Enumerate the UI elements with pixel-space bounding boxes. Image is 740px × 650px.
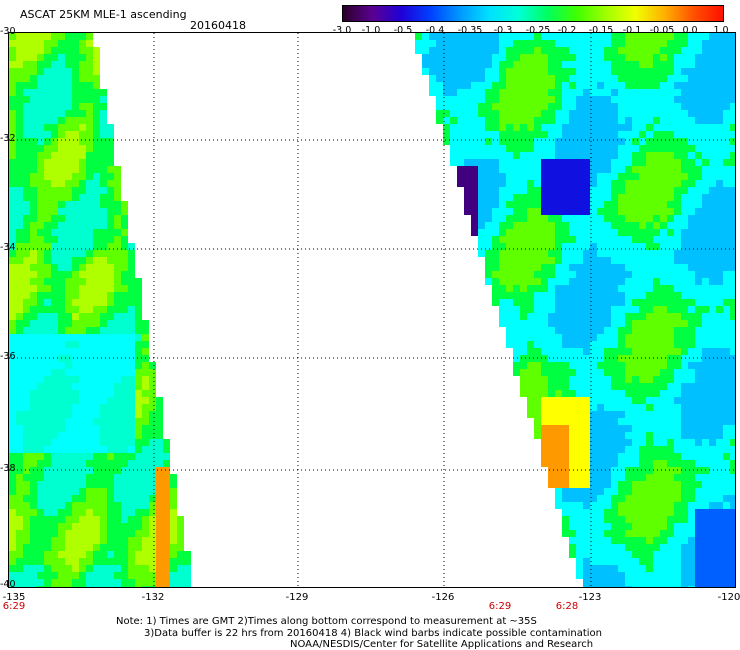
colorbar-label: 1.0 bbox=[713, 25, 729, 36]
satellite-swaths bbox=[9, 33, 735, 587]
colorbar-label: -0.35 bbox=[457, 25, 483, 36]
map-date: 20160418 bbox=[190, 19, 246, 32]
colorbar-label: -0.4 bbox=[425, 25, 445, 36]
lon-label: -132 bbox=[141, 592, 165, 603]
lat-lon-grid bbox=[9, 33, 735, 587]
lon-label: -135 bbox=[2, 592, 26, 603]
time-label: 6:28 bbox=[555, 601, 579, 612]
colorbar-label: -0.05 bbox=[649, 25, 675, 36]
colorbar bbox=[342, 5, 724, 22]
lat-label: -36 bbox=[0, 351, 16, 362]
colorbar-gradient bbox=[343, 6, 723, 21]
note-line-1: Note: 1) Times are GMT 2)Times along bot… bbox=[116, 616, 537, 627]
time-label: 6:29 bbox=[2, 601, 26, 612]
colorbar-label: -0.1 bbox=[622, 25, 642, 36]
colorbar-label: 0.0 bbox=[682, 25, 698, 36]
colorbar-label: -0.2 bbox=[557, 25, 577, 36]
map-title: ASCAT 25KM MLE-1 ascending bbox=[20, 8, 187, 21]
wind-map-plot bbox=[8, 32, 736, 588]
note-line-3: NOAA/NESDIS/Center for Satellite Applica… bbox=[290, 639, 594, 650]
lat-label: -34 bbox=[0, 242, 16, 253]
lon-label: -126 bbox=[431, 592, 455, 603]
lon-label: -120 bbox=[717, 592, 740, 603]
colorbar-label: -0.15 bbox=[588, 25, 614, 36]
colorbar-label: -0.25 bbox=[525, 25, 551, 36]
colorbar-label: -1.0 bbox=[361, 25, 381, 36]
lat-label: -38 bbox=[0, 463, 16, 474]
lon-label: -129 bbox=[285, 592, 309, 603]
colorbar-label: -0.5 bbox=[393, 25, 413, 36]
time-label: 6:29 bbox=[488, 601, 512, 612]
lat-label: -32 bbox=[0, 133, 16, 144]
lat-label: -30 bbox=[0, 26, 16, 37]
colorbar-label: -0.3 bbox=[493, 25, 513, 36]
lat-label: -40 bbox=[0, 579, 16, 590]
note-line-2: 3)Data buffer is 22 hrs from 20160418 4)… bbox=[144, 628, 602, 639]
colorbar-label: -3.0 bbox=[332, 25, 352, 36]
lon-label: -123 bbox=[578, 592, 602, 603]
